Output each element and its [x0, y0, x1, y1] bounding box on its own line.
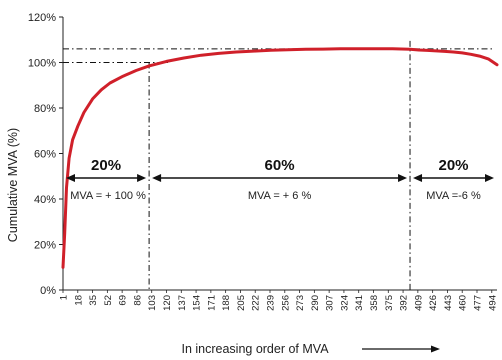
y-tick-label: 20% [34, 240, 56, 252]
x-tick-label: 188 [221, 295, 232, 311]
y-tick-label: 0% [40, 285, 56, 297]
y-tick-label: 40% [34, 194, 56, 206]
x-tick-label: 290 [310, 295, 321, 311]
segment-percent: 60% [265, 157, 295, 174]
x-tick-label: 154 [192, 295, 203, 311]
y-tick-label: 120% [28, 12, 56, 24]
series-line-0 [61, 47, 499, 269]
segment-percent: 20% [438, 157, 468, 174]
x-tick-label: 171 [206, 295, 217, 311]
x-tick-label: 477 [472, 295, 483, 311]
x-tick-label: 443 [443, 295, 454, 311]
segment-arrow-head-left [66, 174, 75, 182]
x-tick-label: 86 [132, 295, 143, 306]
x-tick-label: 426 [428, 295, 439, 311]
y-tick-label: 60% [34, 149, 56, 161]
segment-arrow-head-left [152, 174, 162, 182]
x-tick-label: 205 [236, 295, 247, 311]
y-axis-title: Cumulative MVA (%) [6, 128, 20, 242]
x-tick-label: 460 [458, 295, 469, 311]
x-tick-label: 1 [59, 295, 70, 300]
x-tick-label: 358 [369, 295, 380, 311]
segment-mva-label: MVA =-6 % [426, 190, 481, 202]
x-tick-label: 239 [265, 295, 276, 311]
x-axis-title: In increasing order of MVA [181, 342, 329, 356]
x-tick-label: 307 [325, 295, 336, 311]
x-tick-label: 18 [73, 295, 84, 306]
y-tick-label: 80% [34, 103, 56, 115]
x-tick-label: 494 [487, 295, 498, 311]
x-tick-label: 324 [339, 295, 350, 311]
segment-mva-label: MVA = + 6 % [248, 190, 312, 202]
x-tick-label: 256 [280, 295, 291, 311]
x-axis-arrow [362, 345, 440, 353]
x-tick-label: 409 [413, 295, 424, 311]
x-tick-label: 341 [354, 295, 365, 311]
x-tick-label: 35 [88, 295, 99, 306]
segment-arrow-head-right [485, 174, 494, 182]
segment-arrow-head-right [398, 174, 408, 182]
segment-arrow-head-left [413, 174, 423, 182]
x-tick-label: 137 [177, 295, 188, 311]
x-tick-label: 52 [103, 295, 114, 306]
segment-mva-label: MVA = + 100 % [70, 190, 146, 202]
y-tick-label: 100% [28, 58, 56, 70]
x-tick-label: 120 [162, 295, 173, 311]
x-tick-label: 222 [251, 295, 262, 311]
segment-arrow-head-right [137, 174, 147, 182]
segment-percent: 20% [91, 157, 121, 174]
x-tick-label: 375 [384, 295, 395, 311]
x-tick-label: 392 [399, 295, 410, 311]
x-tick-label: 273 [295, 295, 306, 311]
x-tick-label: 103 [147, 295, 158, 311]
x-tick-label: 69 [118, 295, 129, 306]
